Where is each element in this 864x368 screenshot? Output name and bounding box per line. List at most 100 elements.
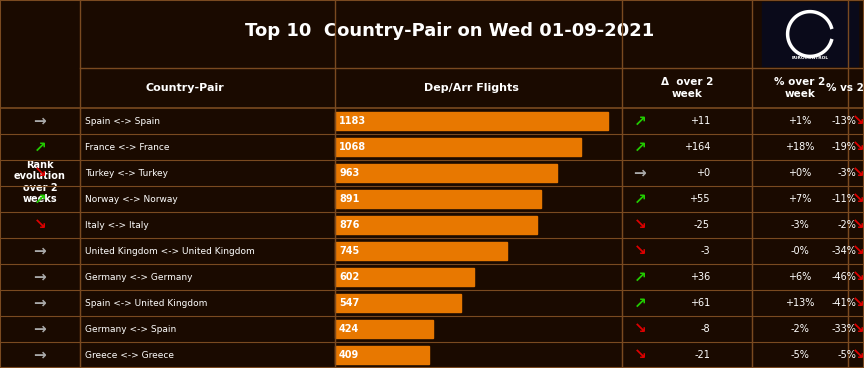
Text: -3%: -3% bbox=[791, 220, 810, 230]
Text: +61: +61 bbox=[689, 298, 710, 308]
Text: -11%: -11% bbox=[831, 194, 856, 204]
Text: 1068: 1068 bbox=[339, 142, 366, 152]
Text: ↘: ↘ bbox=[633, 322, 646, 336]
Text: 409: 409 bbox=[339, 350, 359, 360]
Text: 876: 876 bbox=[339, 220, 359, 230]
Text: Germany <-> Spain: Germany <-> Spain bbox=[85, 325, 176, 333]
Text: -33%: -33% bbox=[831, 324, 856, 334]
Text: France <-> France: France <-> France bbox=[85, 142, 169, 152]
Text: 1183: 1183 bbox=[339, 116, 366, 126]
Text: ↗: ↗ bbox=[34, 191, 47, 206]
Text: ↗: ↗ bbox=[633, 139, 646, 155]
Text: EUROCONTROL: EUROCONTROL bbox=[791, 56, 829, 60]
Text: United Kingdom <-> United Kingdom: United Kingdom <-> United Kingdom bbox=[85, 247, 255, 255]
Text: Spain <-> United Kingdom: Spain <-> United Kingdom bbox=[85, 298, 207, 308]
Text: -5%: -5% bbox=[791, 350, 810, 360]
Bar bbox=[335, 112, 608, 130]
Text: ↘: ↘ bbox=[852, 217, 864, 233]
Text: 745: 745 bbox=[339, 246, 359, 256]
Text: 891: 891 bbox=[339, 194, 359, 204]
Text: Top 10  Country-Pair on Wed 01-09-2021: Top 10 Country-Pair on Wed 01-09-2021 bbox=[245, 22, 654, 40]
Text: +0%: +0% bbox=[788, 168, 811, 178]
Text: Norway <-> Norway: Norway <-> Norway bbox=[85, 195, 178, 204]
Bar bbox=[335, 294, 461, 312]
Text: -2%: -2% bbox=[837, 220, 856, 230]
Text: ↘: ↘ bbox=[633, 347, 646, 362]
Bar bbox=[0, 238, 864, 264]
Text: +55: +55 bbox=[689, 194, 710, 204]
Text: +6%: +6% bbox=[788, 272, 811, 282]
Text: 424: 424 bbox=[339, 324, 359, 334]
Text: -25: -25 bbox=[694, 220, 710, 230]
Text: -13%: -13% bbox=[831, 116, 856, 126]
Text: -0%: -0% bbox=[791, 246, 810, 256]
Text: -3: -3 bbox=[701, 246, 710, 256]
Bar bbox=[0, 264, 864, 290]
Text: ↘: ↘ bbox=[852, 347, 864, 362]
Text: -3%: -3% bbox=[837, 168, 856, 178]
Bar bbox=[335, 190, 541, 208]
Text: ↘: ↘ bbox=[34, 217, 47, 233]
Text: -34%: -34% bbox=[831, 246, 856, 256]
Text: ↘: ↘ bbox=[852, 166, 864, 180]
Bar bbox=[335, 164, 557, 182]
Text: ↗: ↗ bbox=[633, 113, 646, 128]
Text: 602: 602 bbox=[339, 272, 359, 282]
Text: Greece <-> Greece: Greece <-> Greece bbox=[85, 350, 174, 360]
Text: -8: -8 bbox=[701, 324, 710, 334]
Text: -46%: -46% bbox=[831, 272, 856, 282]
Bar bbox=[335, 320, 433, 338]
Bar bbox=[335, 138, 581, 156]
Text: →: → bbox=[34, 322, 47, 336]
Text: +36: +36 bbox=[689, 272, 710, 282]
Bar bbox=[0, 160, 864, 186]
Text: -21: -21 bbox=[694, 350, 710, 360]
Text: -19%: -19% bbox=[831, 142, 856, 152]
Text: ↘: ↘ bbox=[852, 269, 864, 284]
Bar bbox=[0, 0, 864, 68]
Text: ↘: ↘ bbox=[34, 166, 47, 180]
Text: →: → bbox=[34, 244, 47, 258]
Text: ↘: ↘ bbox=[852, 139, 864, 155]
Text: +164: +164 bbox=[683, 142, 710, 152]
Text: ↘: ↘ bbox=[852, 322, 864, 336]
Text: Spain <-> Spain: Spain <-> Spain bbox=[85, 117, 160, 125]
Text: ↗: ↗ bbox=[34, 139, 47, 155]
Text: +13%: +13% bbox=[785, 298, 815, 308]
Bar bbox=[0, 290, 864, 316]
Bar bbox=[0, 134, 864, 160]
Text: Δ  over 2
week: Δ over 2 week bbox=[661, 77, 713, 99]
Bar bbox=[335, 242, 507, 260]
Text: ↘: ↘ bbox=[852, 244, 864, 258]
Text: Germany <-> Germany: Germany <-> Germany bbox=[85, 272, 193, 282]
Text: →: → bbox=[34, 296, 47, 311]
Text: →: → bbox=[34, 269, 47, 284]
Text: ↗: ↗ bbox=[633, 191, 646, 206]
Text: 963: 963 bbox=[339, 168, 359, 178]
Text: Italy <-> Italy: Italy <-> Italy bbox=[85, 220, 149, 230]
Text: ↘: ↘ bbox=[852, 296, 864, 311]
Text: -41%: -41% bbox=[831, 298, 856, 308]
Text: +11: +11 bbox=[689, 116, 710, 126]
Text: 547: 547 bbox=[339, 298, 359, 308]
Text: Country-Pair: Country-Pair bbox=[146, 83, 225, 93]
Bar bbox=[0, 212, 864, 238]
Text: % over 2
week: % over 2 week bbox=[774, 77, 826, 99]
Text: +0: +0 bbox=[696, 168, 710, 178]
Text: +1%: +1% bbox=[788, 116, 811, 126]
Text: Dep/Arr Flights: Dep/Arr Flights bbox=[424, 83, 519, 93]
Text: -2%: -2% bbox=[791, 324, 810, 334]
Bar bbox=[0, 316, 864, 342]
Text: ↘: ↘ bbox=[852, 191, 864, 206]
Text: ↘: ↘ bbox=[633, 217, 646, 233]
Text: →: → bbox=[34, 113, 47, 128]
Text: +18%: +18% bbox=[785, 142, 815, 152]
Bar bbox=[0, 68, 864, 108]
Text: Rank
evolution
over 2
weeks: Rank evolution over 2 weeks bbox=[14, 160, 66, 204]
Bar bbox=[0, 108, 864, 134]
Text: -5%: -5% bbox=[837, 350, 856, 360]
Text: →: → bbox=[34, 347, 47, 362]
Bar bbox=[0, 342, 864, 368]
Text: +7%: +7% bbox=[788, 194, 811, 204]
Text: ↘: ↘ bbox=[633, 244, 646, 258]
